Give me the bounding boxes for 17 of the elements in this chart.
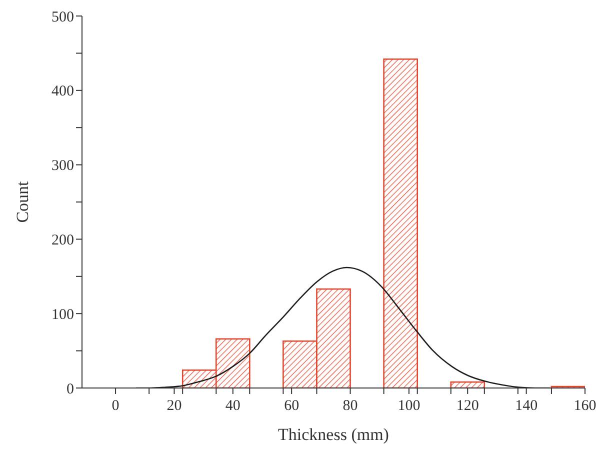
x-tick-label: 160	[574, 398, 596, 414]
y-tick-label: 500	[52, 9, 74, 26]
x-tick-label: 0	[112, 398, 120, 414]
y-tick-label: 400	[52, 84, 74, 100]
x-tick-label: 140	[515, 398, 538, 414]
x-tick-label: 20	[166, 398, 182, 414]
x-tick-label: 80	[342, 398, 358, 414]
y-tick-label: 200	[52, 232, 74, 249]
y-tick-label: 0	[66, 381, 74, 398]
x-tick-label: 100	[398, 398, 420, 414]
y-tick-label: 100	[52, 306, 74, 323]
x-tick-label: 60	[284, 398, 300, 414]
x-axis-title: Thickness (mm)	[278, 425, 389, 444]
x-tick-label: 120	[456, 398, 479, 414]
y-tick-label: 300	[52, 158, 74, 174]
y-axis-title: Count	[13, 180, 32, 223]
x-tick-label: 40	[225, 398, 240, 414]
